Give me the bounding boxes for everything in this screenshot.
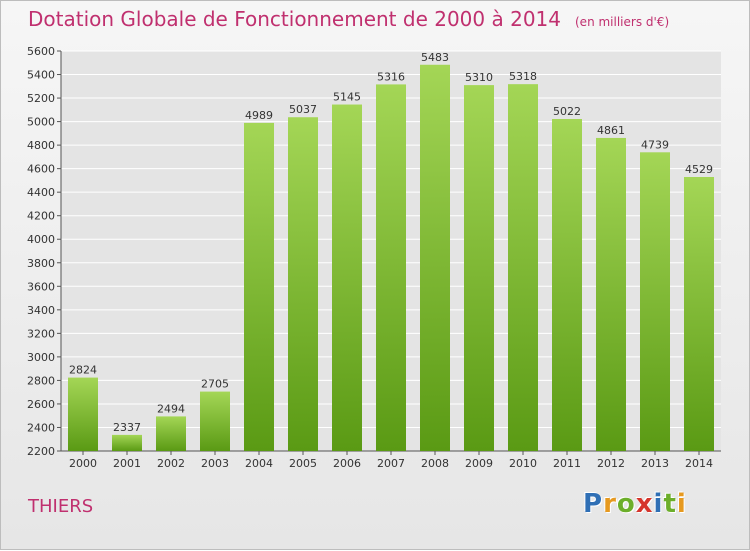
x-tick-label: 2009	[465, 457, 493, 470]
logo-letter: i	[653, 489, 664, 519]
bar	[68, 377, 98, 451]
y-tick-label: 2600	[27, 398, 55, 411]
data-label: 2494	[157, 402, 185, 415]
bar	[640, 152, 670, 451]
y-tick-label: 4400	[27, 186, 55, 199]
bar	[288, 117, 318, 451]
y-tick-label: 3600	[27, 280, 55, 293]
chart-title-text: Dotation Globale de Fonctionnement de 20…	[28, 7, 561, 31]
x-tick-label: 2001	[113, 457, 141, 470]
x-tick-label: 2002	[157, 457, 185, 470]
data-label: 5318	[509, 70, 537, 83]
data-label: 4989	[245, 109, 273, 122]
data-label: 4739	[641, 138, 669, 151]
logo-letter: t	[663, 489, 677, 519]
data-label: 5483	[421, 51, 449, 64]
data-label: 5316	[377, 70, 405, 83]
data-label: 2824	[69, 364, 97, 377]
bar	[244, 122, 274, 451]
y-tick-label: 3200	[27, 327, 55, 340]
logo-letter: P	[583, 489, 604, 519]
bar	[596, 137, 626, 452]
y-tick-label: 3800	[27, 257, 55, 270]
y-tick-label: 5000	[27, 116, 55, 129]
chart-title: Dotation Globale de Fonctionnement de 20…	[28, 7, 669, 31]
y-tick-label: 5600	[27, 45, 55, 58]
bar	[112, 434, 142, 451]
proxiti-logo: Proxiti	[583, 489, 687, 519]
x-tick-label: 2003	[201, 457, 229, 470]
bar	[552, 119, 582, 451]
data-label: 4529	[685, 163, 713, 176]
data-label: 2705	[201, 378, 229, 391]
y-tick-label: 5200	[27, 92, 55, 105]
x-tick-label: 2007	[377, 457, 405, 470]
data-label: 5145	[333, 91, 361, 104]
y-tick-label: 4200	[27, 210, 55, 223]
data-label: 5022	[553, 105, 581, 118]
y-tick-label: 4800	[27, 139, 55, 152]
x-tick-label: 2004	[245, 457, 273, 470]
x-tick-label: 2008	[421, 457, 449, 470]
x-tick-label: 2013	[641, 457, 669, 470]
bar	[332, 104, 362, 451]
bar	[420, 64, 450, 451]
y-tick-label: 2200	[27, 445, 55, 458]
y-tick-label: 3000	[27, 351, 55, 364]
y-tick-label: 4600	[27, 163, 55, 176]
data-label: 2337	[113, 421, 141, 434]
y-tick-label: 2800	[27, 374, 55, 387]
x-tick-label: 2012	[597, 457, 625, 470]
x-tick-label: 2000	[69, 457, 97, 470]
bar	[376, 84, 406, 451]
y-tick-label: 4000	[27, 233, 55, 246]
x-tick-label: 2006	[333, 457, 361, 470]
y-tick-label: 5400	[27, 69, 55, 82]
bar	[464, 85, 494, 451]
bar	[684, 177, 714, 451]
x-tick-label: 2010	[509, 457, 537, 470]
logo-letter: r	[603, 489, 617, 519]
logo-letter: x	[635, 489, 654, 519]
x-tick-label: 2011	[553, 457, 581, 470]
commune-name: THIERS	[28, 496, 94, 517]
y-tick-label: 2400	[27, 421, 55, 434]
y-tick-label: 3400	[27, 304, 55, 317]
data-label: 5310	[465, 71, 493, 84]
x-tick-label: 2005	[289, 457, 317, 470]
bar	[508, 84, 538, 452]
logo-letter: i	[676, 489, 687, 519]
data-label: 4861	[597, 124, 625, 137]
data-label: 5037	[289, 103, 317, 116]
x-tick-label: 2014	[685, 457, 713, 470]
bar	[200, 391, 230, 451]
logo-letter: o	[616, 489, 636, 519]
bar	[156, 416, 186, 451]
chart-unit: (en milliers d'€)	[575, 15, 670, 29]
